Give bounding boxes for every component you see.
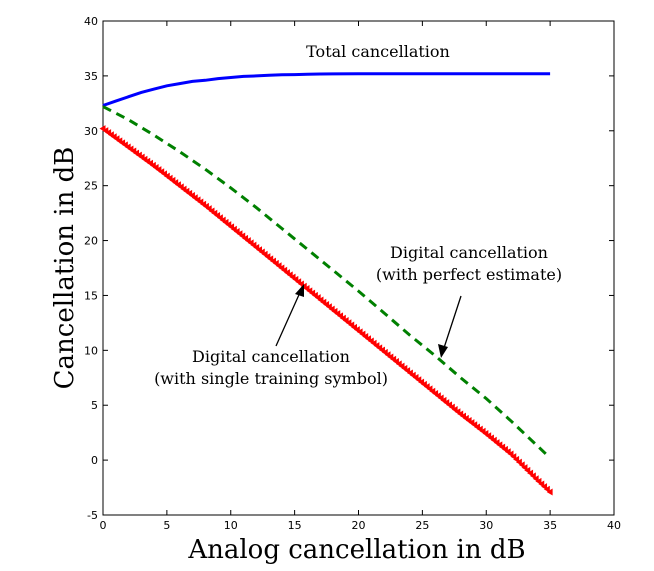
y-tick-label: -5: [87, 509, 98, 522]
annotation-single-line1: Digital cancellation: [192, 347, 350, 366]
plot-area: [102, 20, 615, 516]
series-marker-single: [521, 464, 528, 472]
series-line-perfect: [102, 105, 552, 459]
x-tick-label: 35: [543, 519, 557, 532]
annotation-perfect-arrow: [441, 295, 462, 355]
y-tick-label: 40: [84, 15, 98, 28]
annotation-perfect-line2: (with perfect estimate): [376, 265, 562, 284]
annotation-single-arrowhead: [295, 284, 304, 297]
y-tick-label: 10: [84, 344, 98, 357]
series-marker-single: [546, 488, 553, 496]
annotation-perfect-line1: Digital cancellation: [390, 243, 548, 262]
x-tick-label: 0: [100, 519, 107, 532]
series-marker-single: [529, 472, 536, 480]
y-tick-label: 30: [84, 125, 98, 138]
series-marker-single: [513, 455, 520, 463]
x-tick-label: 5: [163, 519, 170, 532]
x-tick-label: 10: [224, 519, 238, 532]
y-tick-label: 0: [91, 454, 98, 467]
y-tick-label: 5: [91, 399, 98, 412]
x-axis-title: Analog cancellation in dB: [187, 535, 525, 565]
x-tick-label: 15: [288, 519, 302, 532]
x-tick-label: 30: [479, 519, 493, 532]
x-tick-label: 25: [415, 519, 429, 532]
x-tick-label: 40: [607, 519, 621, 532]
annotation-single-line2: (with single training symbol): [154, 369, 388, 388]
y-tick-label: 15: [84, 289, 98, 302]
series-marker-single: [510, 453, 517, 461]
y-tick-label: 25: [84, 180, 98, 193]
annotation-total: Total cancellation: [306, 42, 450, 61]
annotation-perfect: Digital cancellation (with perfect estim…: [376, 243, 562, 358]
y-tick-label: 20: [84, 235, 98, 248]
series-marker-single: [515, 458, 522, 466]
series-marker-single: [524, 466, 531, 474]
x-tick-label: 20: [352, 519, 366, 532]
y-axis-title: Cancellation in dB: [50, 147, 80, 390]
annotation-total-line1: Total cancellation: [306, 42, 450, 61]
annotation-perfect-arrowhead: [438, 344, 448, 358]
y-tick-label: 35: [84, 70, 98, 83]
annotation-single-arrow: [275, 287, 303, 347]
series-marker-single: [527, 469, 534, 477]
series-marker-single: [518, 461, 525, 469]
annotation-single: Digital cancellation (with single traini…: [154, 284, 388, 388]
series-line-total: [102, 72, 551, 107]
series-layer: [99, 72, 553, 496]
